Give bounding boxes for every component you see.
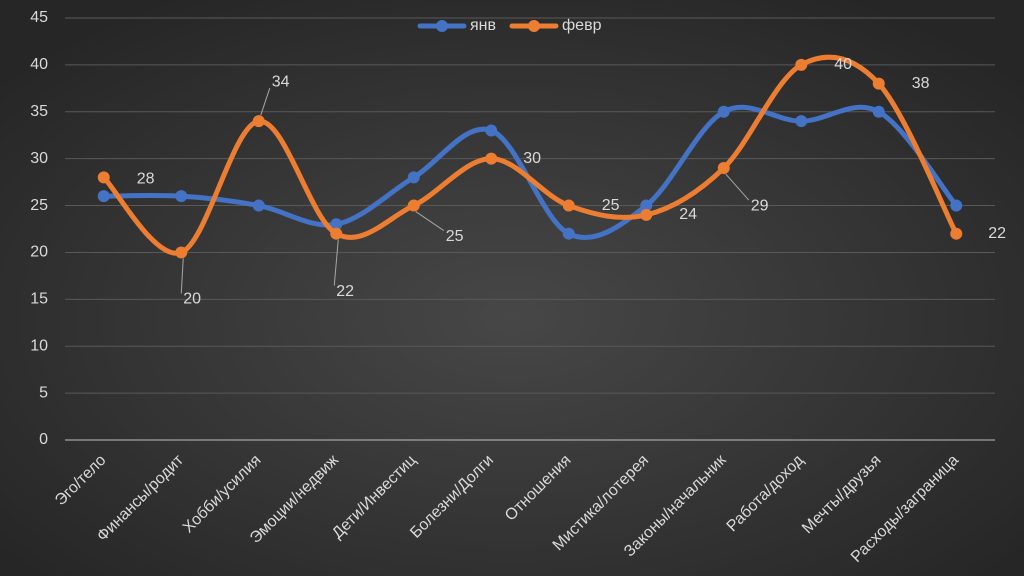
y-tick-label: 0 — [39, 431, 48, 448]
data-label: 28 — [137, 171, 155, 188]
data-point — [252, 115, 265, 128]
data-point — [407, 171, 420, 184]
legend-label: февр — [562, 17, 602, 34]
legend-marker — [528, 20, 540, 32]
y-tick-label: 40 — [30, 56, 48, 73]
data-point — [175, 246, 188, 259]
leader-line — [333, 239, 339, 286]
data-point — [562, 199, 575, 212]
data-label: 25 — [602, 197, 620, 214]
data-point — [485, 124, 498, 137]
y-tick-label: 20 — [30, 244, 48, 261]
leader-line — [180, 258, 184, 294]
leader-line — [415, 211, 445, 231]
data-point — [562, 227, 575, 240]
data-label: 24 — [679, 206, 697, 223]
data-point — [795, 58, 808, 71]
data-point — [717, 162, 730, 175]
data-label: 38 — [912, 75, 930, 92]
data-point — [795, 115, 808, 128]
data-label: 22 — [336, 283, 354, 300]
data-label: 40 — [834, 56, 852, 73]
legend-marker — [436, 20, 448, 32]
y-tick-label: 45 — [30, 9, 48, 26]
data-point — [950, 227, 963, 240]
data-label: 25 — [446, 228, 464, 245]
data-point — [640, 199, 653, 212]
data-point — [872, 77, 885, 90]
y-tick-label: 30 — [30, 150, 48, 167]
data-point — [252, 199, 265, 212]
series-line — [101, 54, 959, 256]
data-label: 22 — [988, 225, 1006, 242]
data-point — [175, 190, 188, 203]
y-tick-label: 10 — [30, 337, 48, 354]
legend-label: янв — [470, 17, 496, 34]
data-point — [330, 227, 343, 240]
data-point — [872, 105, 885, 118]
data-point — [407, 199, 420, 212]
data-point — [950, 199, 963, 212]
data-point — [717, 105, 730, 118]
leader-line — [260, 87, 271, 116]
leader-line — [725, 173, 750, 201]
data-label: 20 — [183, 291, 201, 308]
y-tick-label: 5 — [39, 384, 48, 401]
data-label: 30 — [523, 150, 541, 167]
data-point — [330, 218, 343, 231]
y-tick-label: 15 — [30, 291, 48, 308]
y-tick-label: 25 — [30, 197, 48, 214]
data-point — [485, 152, 498, 165]
data-point — [97, 190, 110, 203]
data-label: 29 — [751, 197, 769, 214]
y-tick-label: 35 — [30, 103, 48, 120]
data-point — [640, 208, 653, 221]
data-point — [97, 171, 110, 184]
data-label: 34 — [272, 73, 290, 90]
